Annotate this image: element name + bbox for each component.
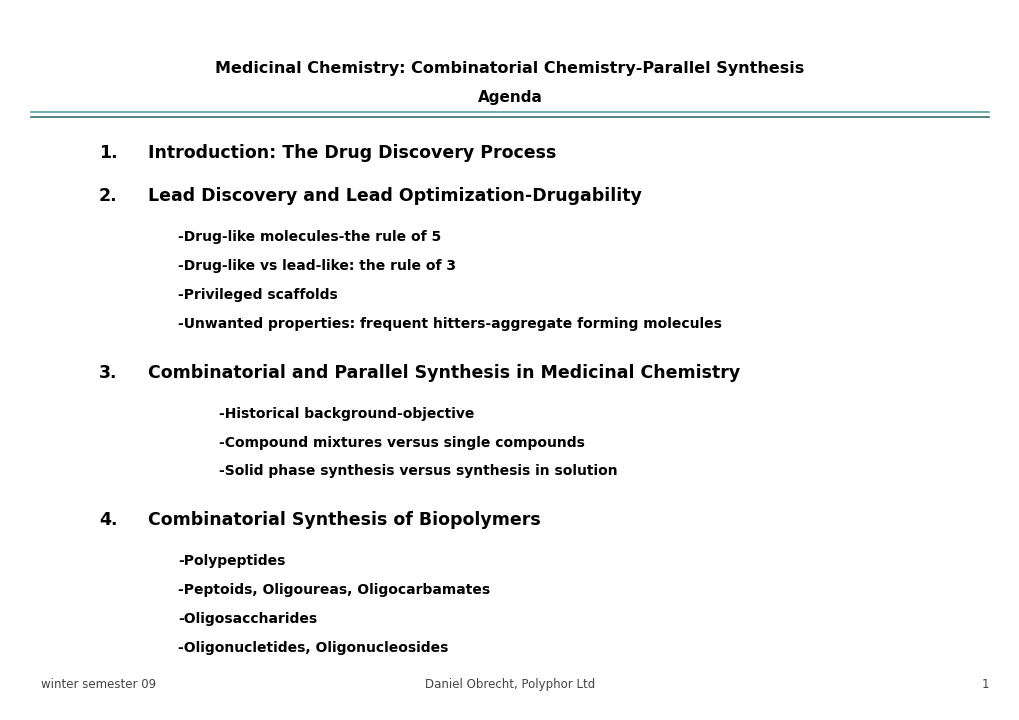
Text: -Solid phase synthesis versus synthesis in solution: -Solid phase synthesis versus synthesis … <box>219 464 618 478</box>
Text: 4.: 4. <box>99 511 117 529</box>
Text: Medicinal Chemistry: Combinatorial Chemistry-Parallel Synthesis: Medicinal Chemistry: Combinatorial Chemi… <box>215 61 804 76</box>
Text: -Oligosaccharides: -Oligosaccharides <box>178 612 317 626</box>
Text: Combinatorial and Parallel Synthesis in Medicinal Chemistry: Combinatorial and Parallel Synthesis in … <box>148 364 740 382</box>
Text: 1: 1 <box>981 678 988 691</box>
Text: -Drug-like vs lead-like: the rule of 3: -Drug-like vs lead-like: the rule of 3 <box>178 259 457 273</box>
Text: -Drug-like molecules-the rule of 5: -Drug-like molecules-the rule of 5 <box>178 230 441 244</box>
Text: -Peptoids, Oligoureas, Oligocarbamates: -Peptoids, Oligoureas, Oligocarbamates <box>178 583 490 597</box>
Text: 2.: 2. <box>99 187 117 205</box>
Text: winter semester 09: winter semester 09 <box>41 678 156 691</box>
Text: -Compound mixtures versus single compounds: -Compound mixtures versus single compoun… <box>219 436 585 449</box>
Text: -Historical background-objective: -Historical background-objective <box>219 407 474 420</box>
Text: -Oligonucletides, Oligonucleosides: -Oligonucletides, Oligonucleosides <box>178 641 448 654</box>
Text: -Privileged scaffolds: -Privileged scaffolds <box>178 288 338 302</box>
Text: -Unwanted properties: frequent hitters-aggregate forming molecules: -Unwanted properties: frequent hitters-a… <box>178 317 721 330</box>
Text: Daniel Obrecht, Polyphor Ltd: Daniel Obrecht, Polyphor Ltd <box>425 678 594 691</box>
Text: Combinatorial Synthesis of Biopolymers: Combinatorial Synthesis of Biopolymers <box>148 511 540 529</box>
Text: 3.: 3. <box>99 364 117 382</box>
Text: 1.: 1. <box>99 144 117 162</box>
Text: -Polypeptides: -Polypeptides <box>178 554 285 568</box>
Text: Lead Discovery and Lead Optimization-Drugability: Lead Discovery and Lead Optimization-Dru… <box>148 187 641 205</box>
Text: Introduction: The Drug Discovery Process: Introduction: The Drug Discovery Process <box>148 144 555 162</box>
Text: Agenda: Agenda <box>477 90 542 105</box>
